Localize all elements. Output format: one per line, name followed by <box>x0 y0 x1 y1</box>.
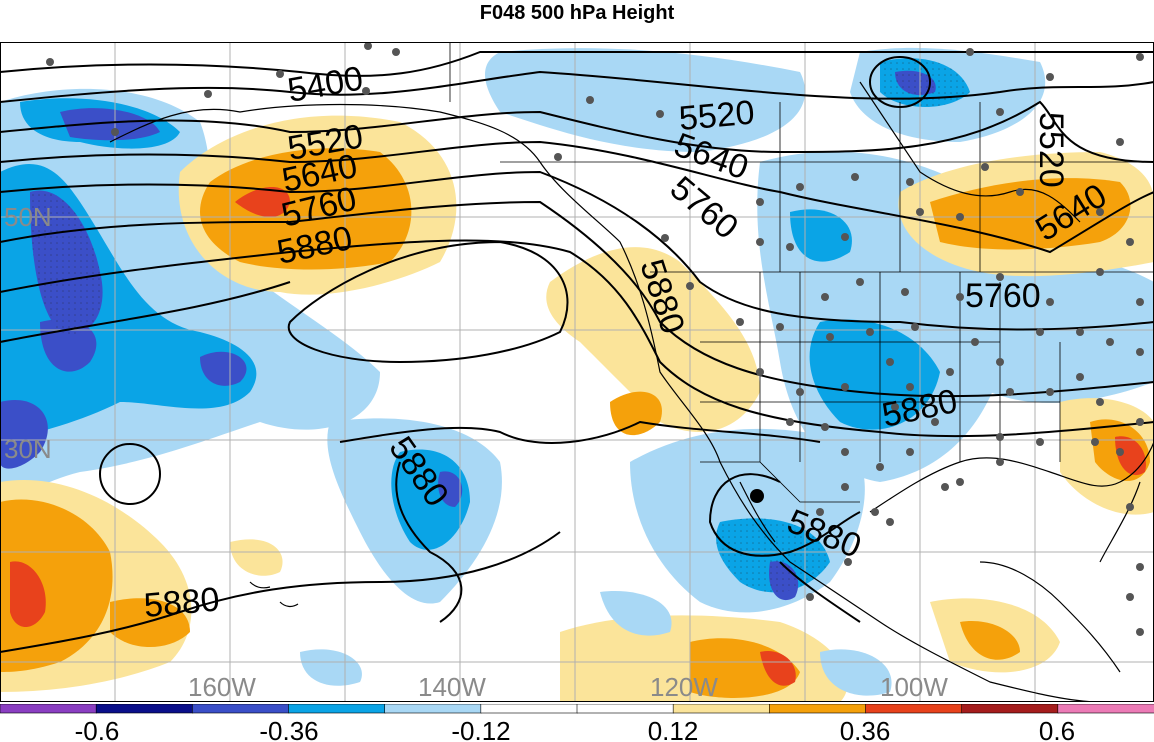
colorbar-tick-label: -0.12 <box>451 716 510 742</box>
colorbar-swatch <box>0 704 97 714</box>
colorbar-tick-label: 0.36 <box>840 716 891 742</box>
colorbar-swatch <box>384 704 482 714</box>
colorbar: -0.6 -0.36 -0.12 0.12 0.36 0.6 <box>0 704 1154 742</box>
anomaly-region <box>1115 436 1146 476</box>
anomaly-region <box>235 187 290 217</box>
anomaly-region <box>200 148 412 270</box>
stippling <box>30 58 970 593</box>
height-contours <box>0 51 1154 653</box>
anomaly-region <box>960 621 1020 660</box>
anomaly-region <box>0 499 113 672</box>
contour-label-5520-center: 5520 <box>677 94 756 138</box>
colorbar-tick-label: -0.6 <box>75 716 120 742</box>
anomaly-region <box>300 649 362 686</box>
anomaly-region <box>438 471 463 507</box>
station-dots <box>46 42 1144 636</box>
colorbar-swatch <box>672 704 771 714</box>
colorbar-swatch <box>1057 704 1154 714</box>
contour-label-5520-east: 5520 <box>1032 112 1070 188</box>
anomaly-region <box>230 539 283 576</box>
grid <box>0 42 1154 702</box>
lon-label-140w: 140W <box>418 672 486 702</box>
colorbar-tick-label: 0.12 <box>648 716 699 742</box>
contour-label-5760-east: 5760 <box>965 277 1041 315</box>
political-borders <box>449 42 1154 503</box>
height-map: 5400 5520 5640 5760 5880 5520 5640 5760 … <box>0 42 1154 702</box>
colorbar-tick-label: -0.36 <box>259 716 318 742</box>
colorbar-swatch <box>480 704 578 714</box>
colorbar-labels: -0.6 -0.36 -0.12 0.12 0.36 0.6 <box>75 716 1075 742</box>
anomaly-region <box>200 351 247 386</box>
axis-labels: 50N 30N 160W 140W 120W 100W <box>4 202 948 702</box>
colorbar-swatches <box>0 704 1154 714</box>
anomaly-region <box>60 108 160 141</box>
anomaly-region <box>0 400 48 469</box>
lat-label-50n: 50N <box>4 202 52 232</box>
colorbar-swatch <box>288 704 386 714</box>
colorbar-swatch <box>769 704 867 714</box>
colorbar-swatch <box>576 704 674 714</box>
anomaly-region <box>760 651 796 686</box>
colorbar-swatch <box>192 704 290 714</box>
colorbar-swatch <box>95 704 194 714</box>
lon-label-120w: 120W <box>650 672 718 702</box>
colorbar-tick-label: 0.6 <box>1039 716 1075 742</box>
anomaly-region <box>10 561 46 627</box>
lat-label-30n: 30N <box>4 434 52 464</box>
anomaly-region <box>600 591 672 636</box>
colorbar-swatch <box>865 704 963 714</box>
map-title: F048 500 hPa Height <box>479 2 675 24</box>
colorbar-swatch <box>961 704 1059 714</box>
highlight-dot <box>750 489 764 503</box>
anomaly-region <box>110 598 190 647</box>
lon-label-100w: 100W <box>880 672 948 702</box>
lon-label-160w: 160W <box>188 672 256 702</box>
contour-label-5880-south: 5880 <box>142 581 221 625</box>
coastlines <box>109 81 1154 702</box>
anomaly-region <box>820 649 892 696</box>
anomaly-region <box>610 391 662 436</box>
